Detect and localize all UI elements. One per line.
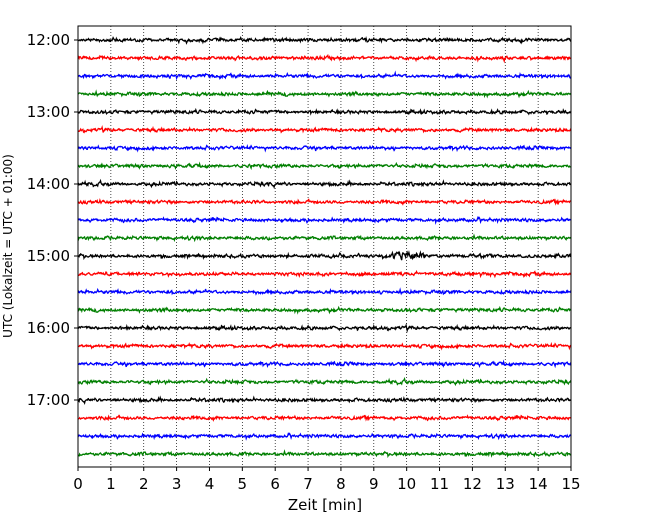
x-tick-label: 4 — [205, 475, 215, 493]
seismic-trace — [77, 233, 572, 243]
y-tick-label: 17:00 — [27, 391, 70, 409]
seismic-trace — [77, 107, 572, 116]
seismic-trace — [77, 89, 572, 99]
y-tick-label: 15:00 — [27, 247, 70, 265]
seismic-trace — [77, 305, 572, 315]
y-tick-label: 12:00 — [27, 31, 70, 49]
x-tick-label: 0 — [73, 475, 83, 493]
seismic-trace — [78, 216, 572, 225]
seismic-trace — [77, 287, 572, 296]
y-tick-label: 14:00 — [27, 175, 70, 193]
seismic-trace — [77, 432, 572, 441]
y-tick-label: 16:00 — [27, 319, 70, 337]
seismic-trace — [78, 341, 572, 351]
seismic-trace — [77, 144, 572, 153]
x-tick-label: 11 — [430, 475, 449, 493]
y-axis-ticks: 12:00 13:00 14:00 15:00 16:00 17:00 — [27, 31, 78, 409]
y-axis-label: UTC (Lokalzeit = UTC + 01:00) — [1, 154, 15, 338]
x-tick-label: 9 — [369, 475, 379, 493]
seismic-trace — [77, 323, 572, 333]
seismic-trace — [77, 198, 572, 206]
seismic-trace — [77, 269, 572, 279]
x-tick-label: 15 — [561, 475, 580, 493]
x-tick-label: 12 — [463, 475, 482, 493]
seismic-trace — [78, 414, 572, 422]
trace-group — [77, 36, 572, 459]
x-tick-label: 10 — [397, 475, 416, 493]
seismic-trace — [77, 376, 572, 387]
seismic-trace — [77, 161, 572, 171]
x-tick-label: 14 — [529, 475, 548, 493]
seismic-trace — [77, 178, 572, 190]
x-tick-label: 6 — [270, 475, 280, 493]
x-tick-label: 8 — [336, 475, 346, 493]
seismic-trace — [77, 359, 572, 369]
x-tick-label: 1 — [106, 475, 116, 493]
x-tick-label: 7 — [303, 475, 313, 493]
x-tick-label: 13 — [496, 475, 515, 493]
x-tick-label: 2 — [139, 475, 149, 493]
x-axis-label: Zeit [min] — [288, 496, 362, 514]
seismic-trace — [77, 70, 572, 81]
x-tick-label: 3 — [172, 475, 182, 493]
seismic-trace — [77, 36, 572, 45]
x-axis-ticks: 0 1 2 3 4 5 6 7 8 9 10 11 12 13 14 15 — [73, 467, 581, 493]
y-tick-label: 13:00 — [27, 103, 70, 121]
plot-frame — [77, 25, 572, 468]
seismic-trace — [77, 250, 572, 261]
seismic-trace — [77, 53, 572, 64]
seismic-trace — [77, 395, 572, 405]
seismic-trace — [77, 125, 572, 134]
seismic-trace — [77, 449, 572, 459]
x-tick-label: 5 — [238, 475, 248, 493]
